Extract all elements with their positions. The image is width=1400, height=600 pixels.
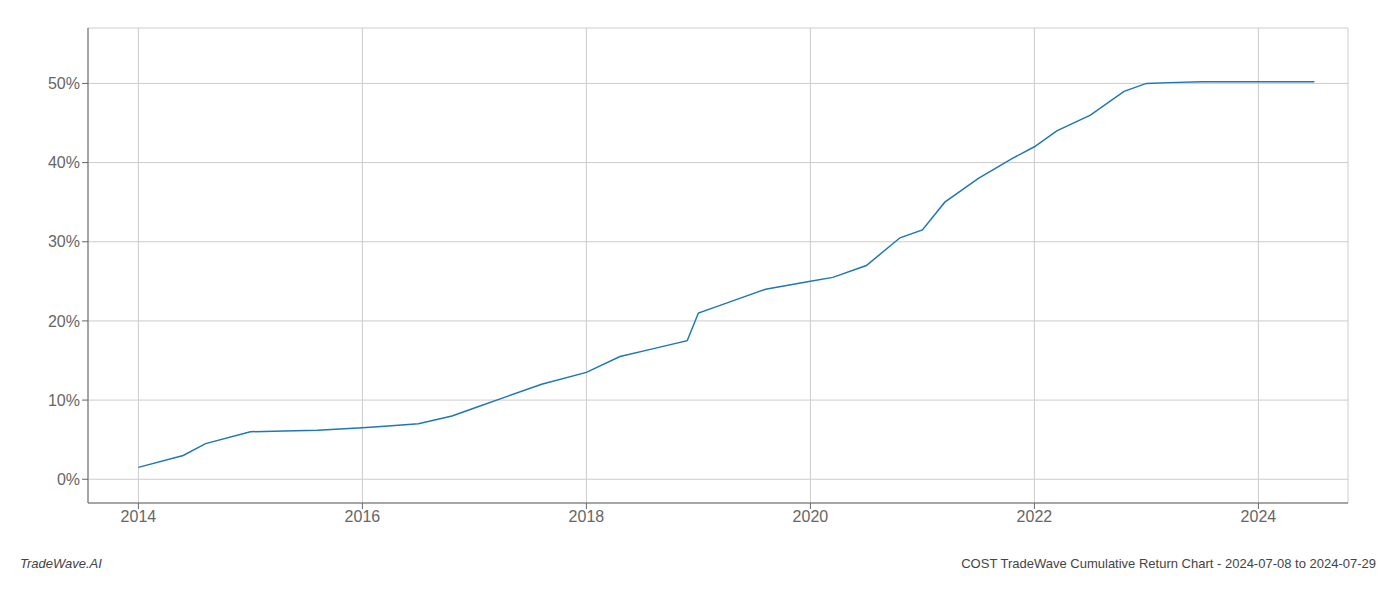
svg-text:2016: 2016 (345, 508, 381, 525)
svg-text:10%: 10% (48, 392, 80, 409)
svg-text:2024: 2024 (1241, 508, 1277, 525)
svg-text:2022: 2022 (1017, 508, 1053, 525)
svg-text:2014: 2014 (121, 508, 157, 525)
html-text:COST TradeWave Cumulative Retu: COST TradeWave Cumulative Return Chart -… (961, 556, 1376, 571)
html-text:TradeWave.AI: TradeWave.AI (20, 556, 102, 571)
svg-text:0%: 0% (57, 471, 80, 488)
svg-text:2018: 2018 (569, 508, 605, 525)
svg-text:40%: 40% (48, 154, 80, 171)
svg-text:50%: 50% (48, 75, 80, 92)
svg-text:20%: 20% (48, 313, 80, 330)
svg-text:2020: 2020 (793, 508, 829, 525)
svg-text:30%: 30% (48, 233, 80, 250)
